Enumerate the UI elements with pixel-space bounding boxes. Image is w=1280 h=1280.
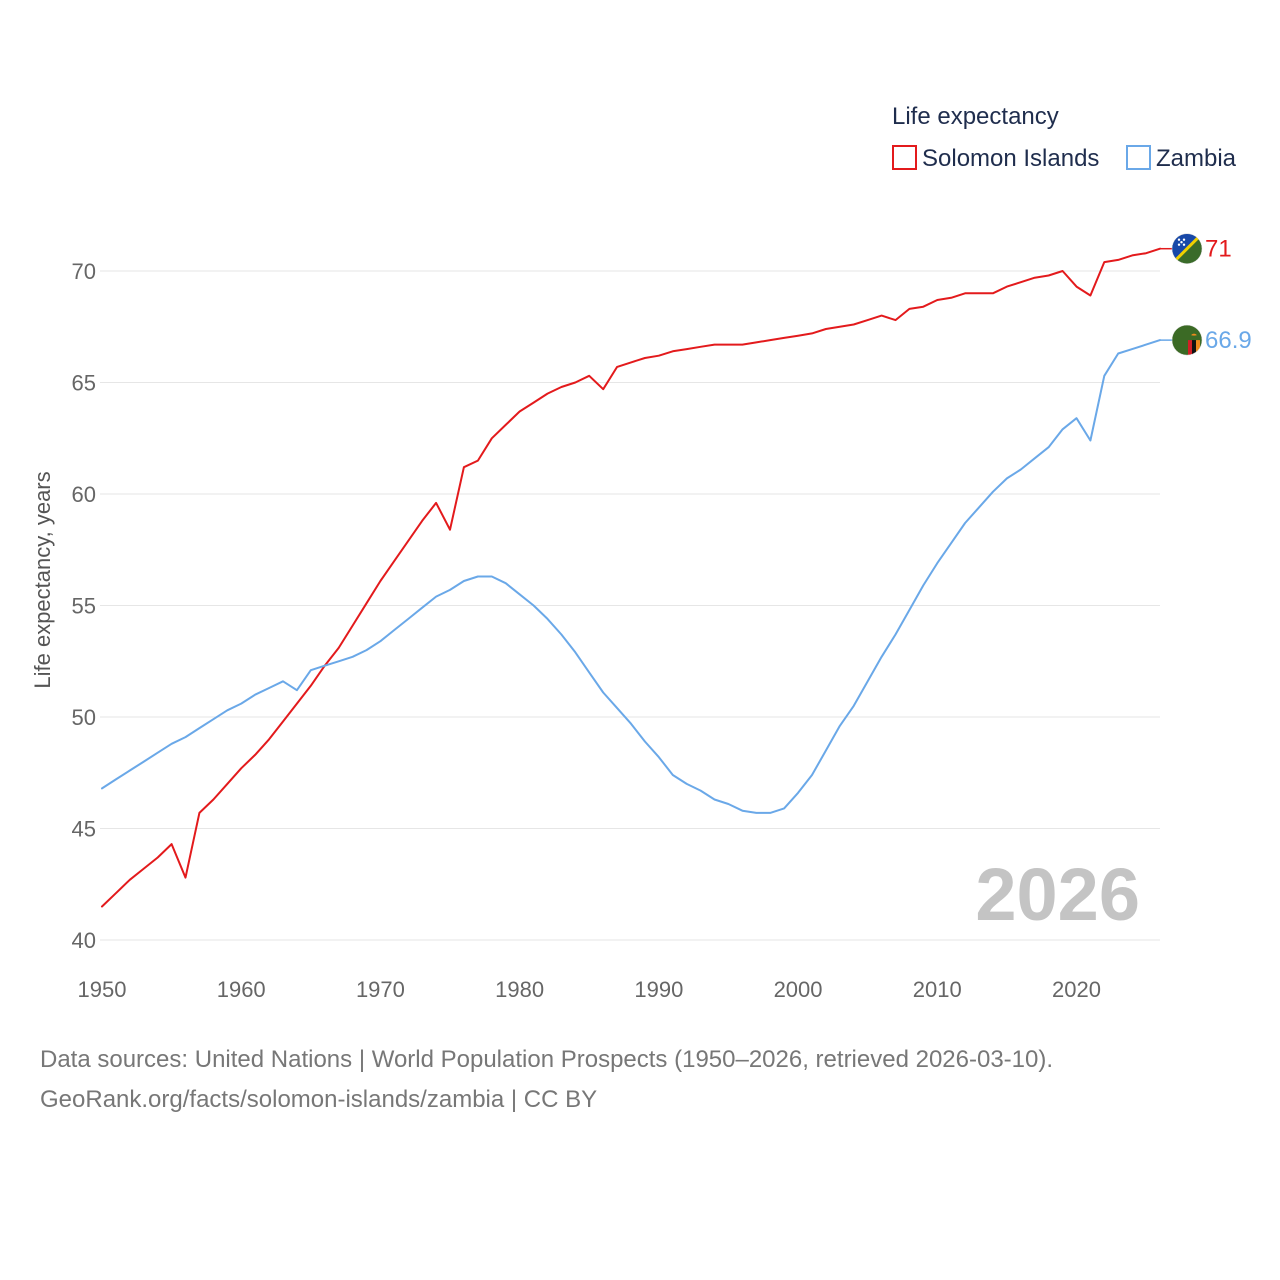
data-sources-note: Data sources: United Nations | World Pop… bbox=[40, 1046, 1054, 1073]
solomon-islands-flag-icon bbox=[1171, 233, 1203, 264]
legend-title: Life expectancy bbox=[892, 103, 1059, 130]
life-expectancy-chart: 40 45 50 55 60 65 70 1950 1960 1970 1980 1990 2000 2… bbox=[30, 103, 1252, 1002]
x-tick-label: 2020 bbox=[1052, 977, 1101, 1002]
y-tick-label: 65 bbox=[72, 371, 96, 396]
x-axis-ticks: 1950 1960 1970 1980 1990 2000 2010 2020 bbox=[78, 977, 1101, 1002]
series-line-zambia[interactable] bbox=[101, 339, 1161, 814]
gridlines bbox=[100, 270, 1160, 941]
y-tick-label: 55 bbox=[72, 594, 96, 619]
series-layer bbox=[101, 247, 1172, 908]
footer: Data sources: United Nations | World Pop… bbox=[40, 1040, 1053, 1120]
x-tick-label: 2010 bbox=[913, 977, 962, 1002]
x-tick-label: 1980 bbox=[495, 977, 544, 1002]
x-tick-label: 1960 bbox=[217, 977, 266, 1002]
y-tick-label: 40 bbox=[72, 928, 96, 953]
legend: Life expectancy Solomon Islands Zambia bbox=[892, 103, 1237, 172]
end-label-solomon-islands: 71 bbox=[1205, 236, 1232, 263]
zambia-flag-icon bbox=[1171, 324, 1203, 356]
x-tick-label: 1970 bbox=[356, 977, 405, 1002]
series-line-solomon-islands[interactable] bbox=[101, 247, 1161, 908]
y-axis-ticks: 40 45 50 55 60 65 70 bbox=[72, 259, 96, 953]
legend-label-solomon-islands[interactable]: Solomon Islands bbox=[922, 145, 1099, 172]
x-tick-label: 2000 bbox=[774, 977, 823, 1002]
x-tick-label: 1950 bbox=[78, 977, 127, 1002]
y-tick-label: 60 bbox=[72, 482, 96, 507]
y-axis-title: Life expectancy, years bbox=[30, 471, 55, 688]
end-label-zambia: 66.9 bbox=[1205, 327, 1252, 354]
legend-swatch-solomon-islands[interactable] bbox=[892, 145, 917, 170]
x-tick-label: 1990 bbox=[634, 977, 683, 1002]
source-link[interactable]: GeoRank.org/facts/solomon-islands/zambia… bbox=[40, 1086, 598, 1113]
legend-label-zambia[interactable]: Zambia bbox=[1156, 145, 1237, 172]
legend-swatch-zambia[interactable] bbox=[1126, 145, 1151, 170]
y-tick-label: 70 bbox=[72, 259, 96, 284]
year-watermark: 2026 bbox=[975, 853, 1140, 936]
y-tick-label: 45 bbox=[72, 817, 96, 842]
y-tick-label: 50 bbox=[72, 705, 96, 730]
